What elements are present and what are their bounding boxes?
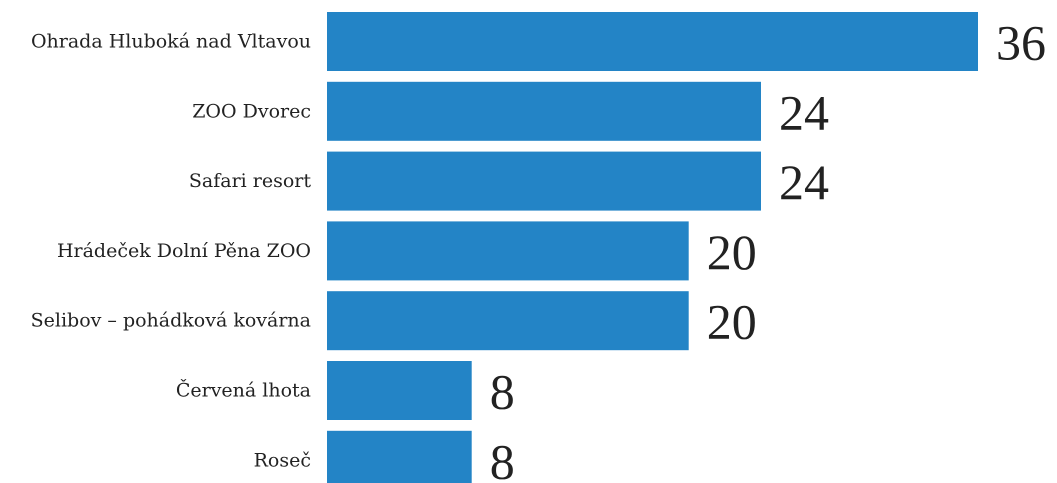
value-label-2: 24 [779,154,829,210]
category-label-0: Ohrada Hluboká nad Vltavou [31,31,311,53]
bar-0 [327,12,978,71]
value-label-6: 8 [490,433,515,483]
value-label-4: 20 [707,294,757,350]
bar-6 [327,430,472,483]
category-labels-group: Ohrada Hluboká nad Vltavou ZOO Dvorec Safa… [31,31,312,472]
category-label-6: Roseč [254,449,311,471]
value-labels-group: 36 24 24 20 20 8 8 [490,15,1046,483]
bar-3 [327,221,689,281]
value-label-0: 36 [996,15,1046,71]
category-label-4: Selibov – pohádková kovárna [31,310,311,332]
value-label-5: 8 [490,364,515,420]
category-label-3: Hrádeček Dolní Pěna ZOO [57,240,311,262]
value-label-1: 24 [779,84,829,140]
bar-1 [327,81,761,141]
category-label-5: Červená lhota [176,379,311,402]
bar-2 [327,151,761,211]
category-label-2: Safari resort [189,170,312,192]
bar-5 [327,361,472,420]
value-label-3: 20 [707,224,757,280]
bars-group [327,12,978,483]
category-label-1: ZOO Dvorec [192,100,311,122]
bar-4 [327,291,689,351]
